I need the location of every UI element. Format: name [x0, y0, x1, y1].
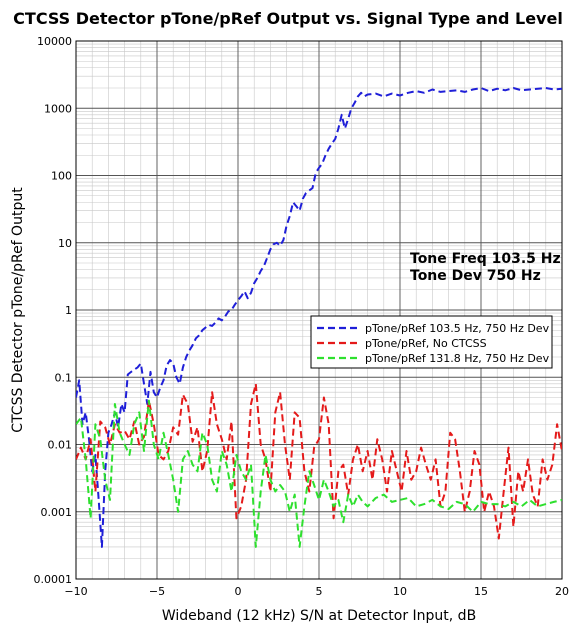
annotation-tone-freq: Tone Freq 103.5 Hz — [410, 251, 561, 267]
series-line-2 — [76, 382, 562, 540]
x-tick-label: 10 — [393, 585, 407, 598]
x-axis-label: Wideband (12 kHz) S/N at Detector Input,… — [162, 608, 476, 624]
legend-label-2: pTone/pRef, No CTCSS — [365, 337, 487, 350]
y-tick-label: 10 — [58, 237, 72, 250]
y-tick-label: 0.001 — [41, 506, 73, 519]
x-tick-label: 20 — [555, 585, 569, 598]
legend: pTone/pRef 103.5 Hz, 750 Hz Dev pTone/pRe… — [310, 315, 553, 369]
x-tick-label: −10 — [64, 585, 87, 598]
y-tick-label: 0.1 — [55, 371, 73, 384]
y-tick-label: 100 — [51, 170, 72, 183]
series-layer — [76, 87, 562, 548]
y-tick-label: 0.0001 — [34, 573, 73, 586]
annotation-tone-dev: Tone Dev 750 Hz — [410, 268, 541, 284]
chart-title: CTCSS Detector pTone/pRef Output vs. Sig… — [13, 9, 563, 28]
y-tick-label: 1000 — [44, 102, 72, 115]
y-tick-label: 1 — [65, 304, 72, 317]
series-line-3 — [76, 399, 562, 548]
x-tick-label: 15 — [474, 585, 488, 598]
y-tick-label: 10000 — [37, 35, 72, 48]
y-axis: 0.0001 0.001 0.01 0.1 1 10 100 1000 10000 — [34, 35, 73, 586]
x-tick-label: 5 — [316, 585, 323, 598]
x-tick-label: 0 — [235, 585, 242, 598]
plot-frame — [75, 40, 563, 580]
legend-label-1: pTone/pRef 103.5 Hz, 750 Hz Dev — [365, 322, 550, 335]
series-line-1 — [76, 87, 562, 548]
legend-label-3: pTone/pRef 131.8 Hz, 750 Hz Dev — [365, 352, 550, 365]
x-tick-label: −5 — [149, 585, 165, 598]
y-axis-label: CTCSS Detector pTone/pRef Output — [10, 187, 26, 433]
y-tick-label: 0.01 — [48, 439, 73, 452]
x-axis: −10 −5 0 5 10 15 20 — [64, 585, 569, 598]
